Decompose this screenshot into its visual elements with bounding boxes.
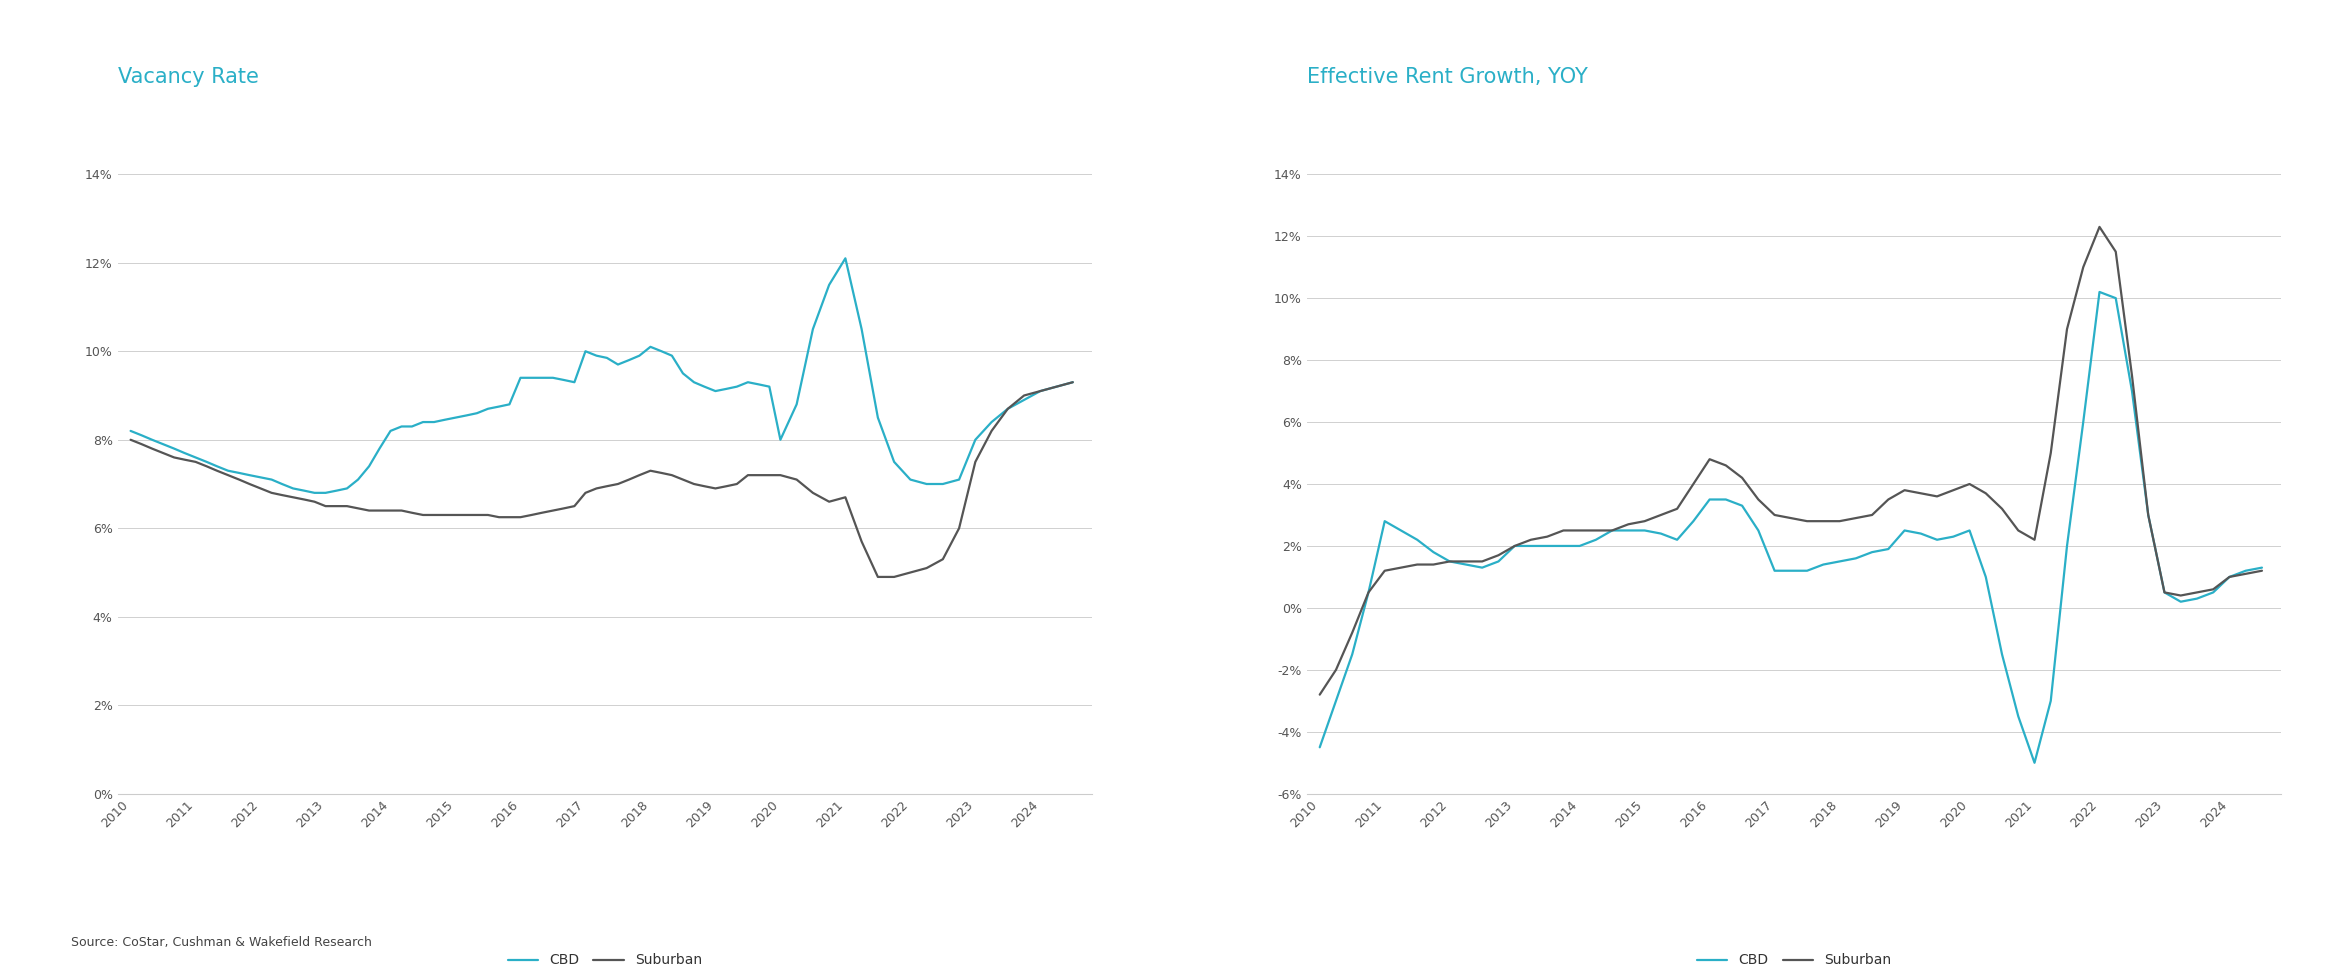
CBD — [1451, 559, 1479, 570]
Suburban — [322, 500, 350, 512]
Suburban — [118, 434, 146, 445]
CBD — [1404, 534, 1432, 546]
Suburban — [604, 478, 633, 490]
Line: Suburban: Suburban — [1319, 227, 2263, 695]
Text: Source: CoStar, Cushman & Wakefield Research: Source: CoStar, Cushman & Wakefield Rese… — [71, 936, 372, 949]
Suburban — [1338, 627, 1367, 639]
Suburban — [734, 469, 762, 481]
CBD — [2086, 287, 2114, 298]
CBD — [301, 487, 329, 499]
Legend: CBD, Suburban: CBD, Suburban — [503, 948, 708, 968]
CBD — [2020, 757, 2049, 769]
CBD — [463, 408, 492, 419]
Suburban — [863, 571, 891, 583]
CBD — [1792, 565, 1820, 577]
Suburban — [2086, 221, 2114, 232]
Line: Suburban: Suburban — [132, 382, 1073, 577]
CBD — [1058, 377, 1087, 388]
Suburban — [1451, 556, 1479, 567]
Suburban — [1792, 515, 1820, 527]
CBD — [334, 483, 362, 495]
CBD — [1550, 540, 1578, 552]
Legend: CBD, Suburban: CBD, Suburban — [1691, 948, 1896, 968]
Suburban — [463, 509, 492, 521]
Suburban — [1987, 503, 2016, 515]
CBD — [614, 354, 642, 366]
CBD — [118, 425, 146, 437]
Suburban — [1305, 689, 1334, 701]
CBD — [1987, 649, 2016, 660]
CBD — [1338, 649, 1367, 660]
Text: Effective Rent Growth, YOY: Effective Rent Growth, YOY — [1308, 67, 1588, 87]
Suburban — [1404, 559, 1432, 570]
CBD — [746, 378, 774, 390]
Line: CBD: CBD — [132, 258, 1073, 493]
CBD — [473, 403, 501, 414]
Suburban — [1058, 377, 1087, 388]
Suburban — [2249, 565, 2277, 577]
CBD — [1305, 741, 1334, 753]
CBD — [2249, 561, 2277, 573]
Text: Vacancy Rate: Vacancy Rate — [118, 67, 259, 87]
Line: CBD: CBD — [1319, 292, 2263, 763]
Suburban — [1550, 525, 1578, 536]
CBD — [355, 461, 383, 472]
Suburban — [343, 502, 372, 514]
CBD — [830, 253, 858, 264]
Suburban — [452, 509, 480, 521]
